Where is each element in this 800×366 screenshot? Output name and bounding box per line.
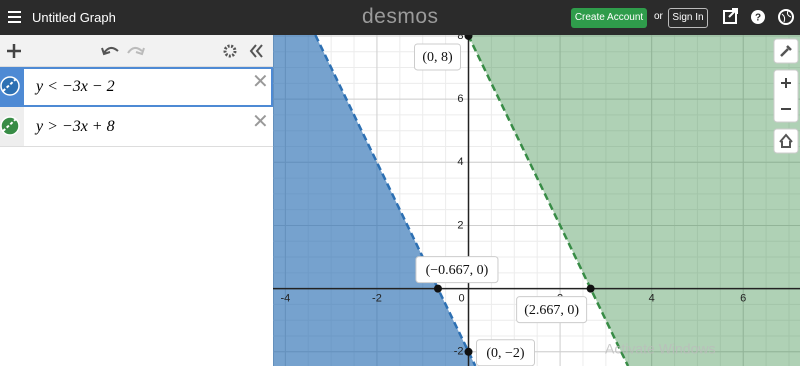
zoom-buttons[interactable] (773, 69, 799, 123)
home-button[interactable] (773, 128, 799, 154)
expression-row[interactable]: y > −3x + 8 ✕ (0, 107, 273, 147)
share-icon[interactable] (723, 8, 738, 24)
color-icon[interactable] (0, 107, 24, 146)
x-tick-label: -4 (280, 293, 290, 305)
settings-button[interactable] (223, 44, 237, 58)
point-label-box (516, 296, 588, 324)
point-label-box (414, 43, 462, 71)
header-icons: ? (723, 8, 794, 25)
graph-controls (773, 38, 799, 173)
y-tick-label: 6 (457, 93, 463, 105)
point (464, 347, 473, 356)
globe-icon[interactable] (778, 9, 794, 25)
logo: desmos (362, 5, 439, 28)
inequality-region (273, 35, 476, 366)
y-tick-label: 2 (457, 219, 463, 231)
help-icon[interactable]: ? (751, 10, 765, 24)
expression-text[interactable]: y < −3x − 2 (36, 78, 115, 95)
expression-text[interactable]: y > −3x + 8 (36, 118, 115, 135)
y-tick-label: -2 (454, 346, 464, 358)
add-button[interactable] (7, 44, 21, 58)
menu-icon[interactable] (6, 0, 26, 35)
x-tick-label: 4 (649, 293, 655, 305)
expression-panel: y < −3x − 2 ✕ y > −3x + 8 ✕ (0, 35, 274, 366)
x-tick-label: -2 (372, 293, 382, 305)
y-tick-label: 8 (457, 35, 463, 42)
expression-toolbar (0, 35, 273, 67)
y-tick-label: 4 (457, 156, 463, 168)
expression-list: y < −3x − 2 ✕ y > −3x + 8 ✕ (0, 67, 273, 147)
svg-text:?: ? (755, 13, 761, 24)
delete-button[interactable]: ✕ (252, 71, 269, 93)
header: Untitled Graph desmos Create Account or … (0, 0, 800, 35)
or-text: or (654, 11, 663, 22)
create-account-button[interactable]: Create Account (571, 8, 647, 28)
watermark: Activate Windows (605, 341, 715, 357)
inequality-region (468, 35, 800, 366)
expression-row[interactable]: y < −3x − 2 ✕ (0, 67, 273, 107)
color-icon[interactable] (0, 67, 24, 106)
x-tick-label: 6 (740, 293, 746, 305)
graph-control-icons (773, 38, 799, 154)
graph-title[interactable]: Untitled Graph (32, 10, 116, 25)
redo-button[interactable] (127, 47, 145, 56)
point (464, 35, 473, 40)
collapse-button[interactable] (249, 44, 263, 58)
x-tick-label: 0 (458, 293, 464, 305)
delete-button[interactable]: ✕ (252, 111, 269, 133)
point-label: (2.667, 0) (524, 303, 579, 318)
point-label: (0, 8) (422, 50, 453, 65)
point (586, 284, 595, 293)
toolbar-icons (7, 44, 263, 58)
point-label: (0, −2) (486, 346, 525, 361)
point-label-box (415, 256, 499, 284)
undo-button[interactable] (101, 47, 119, 56)
boundary-line (466, 35, 630, 366)
sign-in-button[interactable]: Sign In (668, 8, 708, 28)
point (433, 284, 442, 293)
boundary-line (314, 35, 477, 366)
point-label: (−0.667, 0) (426, 263, 489, 278)
